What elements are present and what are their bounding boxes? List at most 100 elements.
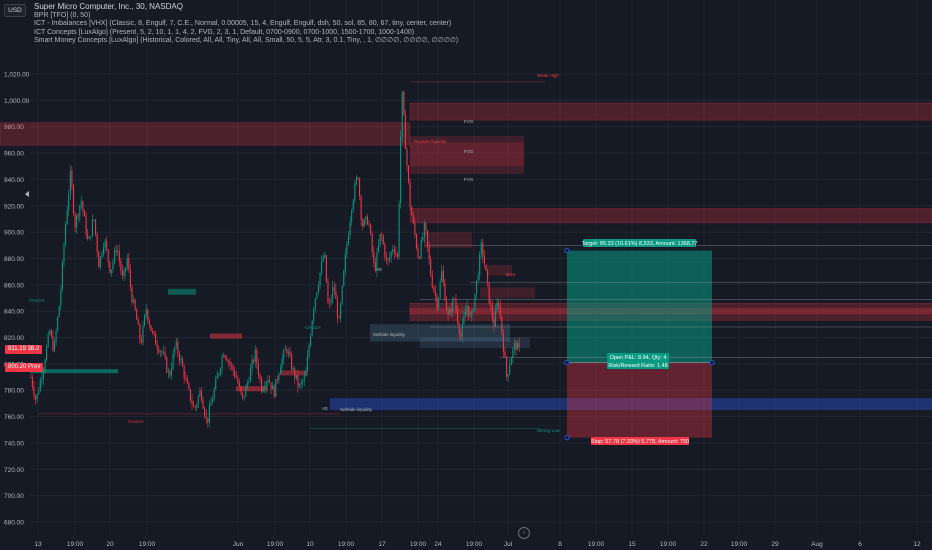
candle (202, 396, 204, 410)
candle (172, 348, 174, 371)
candle (482, 238, 484, 264)
candle-body (82, 201, 84, 212)
candle (31, 374, 33, 391)
candle (142, 321, 144, 346)
candle-body (191, 400, 193, 405)
candle (401, 91, 403, 143)
candle (281, 353, 283, 373)
candle (155, 331, 157, 345)
candle (109, 261, 111, 275)
candle (488, 282, 490, 305)
candle-body (262, 388, 264, 392)
candle (357, 176, 359, 181)
candle-body (412, 215, 414, 223)
indicator-ict-concepts[interactable]: ICT Concepts [LuxAlgo] (Present, 5, 2, 1… (34, 28, 415, 36)
y-tick-label: 960.00 (4, 151, 24, 158)
candle (389, 252, 391, 264)
candle-body (373, 251, 375, 263)
collapse-legend-icon[interactable] (25, 191, 29, 197)
candle (362, 217, 364, 231)
candle (366, 213, 369, 226)
candle-body (302, 380, 304, 383)
candle-body (283, 350, 285, 359)
candle (170, 362, 173, 380)
candle (106, 236, 108, 252)
position-handle (564, 247, 570, 254)
x-tick-label: 19:00 (410, 541, 427, 548)
y-axis: 680.00700.00720.00740.00760.00780.00800.… (4, 72, 30, 527)
candle (77, 213, 79, 221)
candle (223, 352, 225, 358)
candle-body (235, 376, 237, 378)
candle (254, 345, 256, 368)
candle (249, 363, 252, 383)
candle-body (50, 330, 52, 336)
candle-body (47, 334, 49, 347)
candle (68, 189, 70, 217)
candle (275, 379, 277, 397)
candle-body (499, 305, 501, 317)
candle-body (359, 179, 361, 197)
candle-body (226, 357, 228, 362)
candle (371, 231, 373, 258)
candle-body (438, 298, 440, 308)
candle-body (300, 382, 302, 385)
candle-body (109, 261, 111, 273)
candle-body (316, 292, 318, 299)
candle-body (384, 244, 386, 257)
candle (117, 245, 119, 257)
candle-body (278, 373, 280, 380)
indicator-ict-imbalances[interactable]: ICT - Imbalances [VHX] (Classic, 8, Engu… (34, 20, 452, 28)
indicator-smart-money[interactable]: Smart Money Concepts [LuxAlgo] (Historic… (34, 37, 459, 45)
candle-body (87, 234, 89, 239)
candle-body (194, 406, 196, 408)
candle (501, 315, 503, 336)
candle (447, 306, 449, 322)
symbol-title[interactable]: Super Micro Computer, Inc., 30, NASDAQ (34, 2, 183, 11)
candle (419, 256, 421, 260)
fvg-label: FVG (464, 149, 474, 154)
candle-body (298, 384, 301, 387)
candle-body (419, 257, 421, 259)
candle-body (256, 349, 258, 364)
candle-body (270, 382, 272, 390)
candle (408, 164, 410, 185)
candle-body (453, 299, 455, 300)
candle-body (272, 385, 274, 390)
candle (272, 381, 274, 390)
candle (377, 238, 380, 254)
candle (246, 379, 248, 390)
candle (289, 346, 291, 358)
candle (341, 285, 343, 306)
indicator-bpr[interactable]: BPR [TFO] (0, 50) (34, 11, 91, 19)
candle (123, 267, 125, 282)
candle (34, 393, 37, 405)
y-tick-label: 920.00 (4, 203, 24, 210)
currency-badge[interactable]: USD (4, 4, 26, 17)
candle-body (204, 408, 206, 416)
choch-label: CHoCH (128, 419, 144, 424)
candle (472, 308, 474, 313)
ratio-label: Risk/Reward Ratio: 1.48 (607, 361, 669, 369)
fvg-label: FVG (464, 119, 474, 124)
candle-body (325, 255, 327, 282)
scroll-to-realtime-icon[interactable]: ‹ (518, 527, 530, 539)
candle (169, 369, 171, 378)
candle-body (58, 306, 60, 318)
candle (96, 232, 98, 257)
candle (156, 339, 158, 355)
candle (140, 334, 142, 345)
candle (414, 217, 416, 239)
bearish-ob (280, 370, 308, 376)
candle (496, 297, 498, 313)
candle (385, 251, 387, 264)
position-handle (709, 359, 715, 366)
candle-body (33, 386, 35, 396)
x-tick-label: 17 (378, 541, 386, 548)
candle-body (336, 298, 338, 318)
position-tool (564, 247, 715, 441)
candle-body (452, 299, 454, 312)
candle (330, 294, 332, 307)
